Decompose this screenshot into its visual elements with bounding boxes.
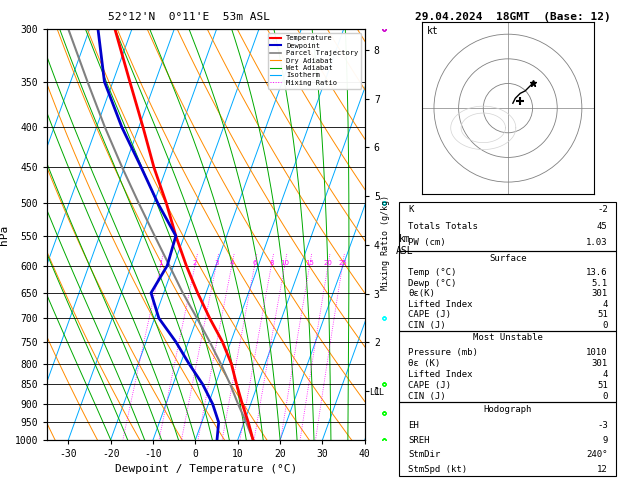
Text: 25: 25 <box>338 260 347 265</box>
Text: θε(K): θε(K) <box>408 289 435 298</box>
Text: 45: 45 <box>597 222 608 231</box>
Text: 52°12'N  0°11'E  53m ASL: 52°12'N 0°11'E 53m ASL <box>108 12 270 22</box>
Text: Lifted Index: Lifted Index <box>408 300 472 309</box>
Y-axis label: km
ASL: km ASL <box>396 235 413 256</box>
Text: Lifted Index: Lifted Index <box>408 370 472 379</box>
Text: 15: 15 <box>305 260 314 265</box>
Text: 13.6: 13.6 <box>586 268 608 278</box>
Text: Surface: Surface <box>489 254 526 263</box>
Text: 20: 20 <box>323 260 332 265</box>
Text: CIN (J): CIN (J) <box>408 321 446 330</box>
Text: Temp (°C): Temp (°C) <box>408 268 457 278</box>
Text: 9: 9 <box>603 436 608 445</box>
Text: -2: -2 <box>597 206 608 214</box>
Y-axis label: hPa: hPa <box>0 225 9 244</box>
Text: 1010: 1010 <box>586 348 608 357</box>
Text: 12: 12 <box>597 465 608 473</box>
Text: Totals Totals: Totals Totals <box>408 222 478 231</box>
Text: Hodograph: Hodograph <box>484 405 532 414</box>
Text: 2: 2 <box>192 260 197 265</box>
Text: 51: 51 <box>597 381 608 390</box>
Bar <box>399 251 616 331</box>
Text: StmDir: StmDir <box>408 450 440 459</box>
Text: 1: 1 <box>159 260 163 265</box>
Text: CAPE (J): CAPE (J) <box>408 311 451 319</box>
Text: 8: 8 <box>269 260 274 265</box>
Text: 0: 0 <box>603 392 608 401</box>
Text: Pressure (mb): Pressure (mb) <box>408 348 478 357</box>
Text: Dewp (°C): Dewp (°C) <box>408 279 457 288</box>
Text: 10: 10 <box>280 260 289 265</box>
Text: 301: 301 <box>592 289 608 298</box>
Text: 4: 4 <box>603 370 608 379</box>
Text: 6: 6 <box>252 260 257 265</box>
Text: 1.03: 1.03 <box>586 238 608 247</box>
Text: 4: 4 <box>230 260 234 265</box>
Text: θε (K): θε (K) <box>408 359 440 368</box>
Text: 301: 301 <box>592 359 608 368</box>
Bar <box>399 202 616 251</box>
Text: kt: kt <box>426 26 438 36</box>
Legend: Temperature, Dewpoint, Parcel Trajectory, Dry Adiabat, Wet Adiabat, Isotherm, Mi: Temperature, Dewpoint, Parcel Trajectory… <box>267 33 361 88</box>
Text: StmSpd (kt): StmSpd (kt) <box>408 465 467 473</box>
Bar <box>399 402 616 476</box>
Text: 4: 4 <box>603 300 608 309</box>
Text: Most Unstable: Most Unstable <box>473 333 543 343</box>
Text: SREH: SREH <box>408 436 430 445</box>
Bar <box>399 331 616 402</box>
Text: K: K <box>408 206 413 214</box>
Text: Mixing Ratio (g/kg): Mixing Ratio (g/kg) <box>381 195 390 291</box>
Text: LCL: LCL <box>369 388 384 397</box>
Text: CAPE (J): CAPE (J) <box>408 381 451 390</box>
Text: 29.04.2024  18GMT  (Base: 12): 29.04.2024 18GMT (Base: 12) <box>415 12 611 22</box>
Text: 240°: 240° <box>586 450 608 459</box>
Text: 5.1: 5.1 <box>592 279 608 288</box>
Text: CIN (J): CIN (J) <box>408 392 446 401</box>
Text: EH: EH <box>408 421 419 430</box>
Text: -3: -3 <box>597 421 608 430</box>
Text: 3: 3 <box>214 260 218 265</box>
Text: PW (cm): PW (cm) <box>408 238 446 247</box>
Text: 0: 0 <box>603 321 608 330</box>
Text: 51: 51 <box>597 311 608 319</box>
X-axis label: Dewpoint / Temperature (°C): Dewpoint / Temperature (°C) <box>115 465 297 474</box>
